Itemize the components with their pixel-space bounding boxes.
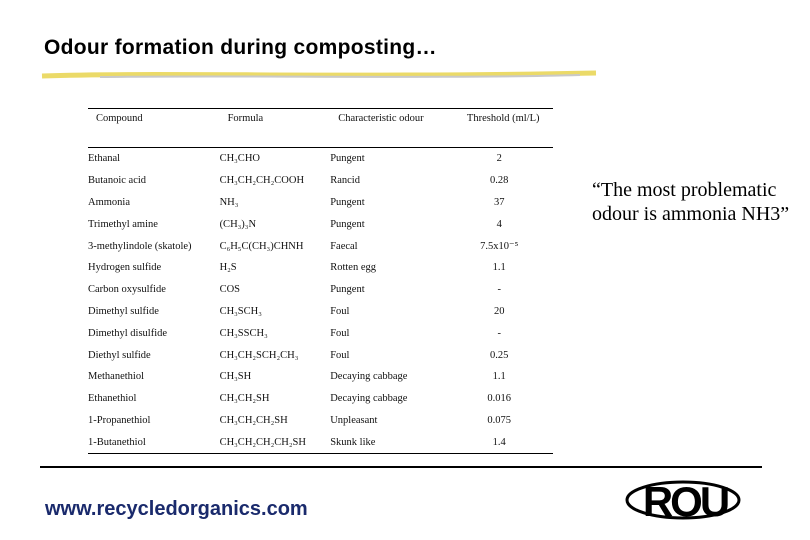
table-cell: -: [497, 327, 501, 339]
header-row: Compound Formula Characteristic odour Thres…: [88, 108, 553, 148]
table-row: 3-methylindole (skatole) C₆H₅C(CH₃)CHNH Fa…: [88, 235, 553, 257]
website-url: www.recycledorganics.com: [45, 498, 308, 520]
table-cell: Pungent: [330, 153, 365, 165]
table-cell: Rancid: [330, 175, 360, 187]
table-row: 1-Butanethiol CH₃CH₂CH₂CH₂SH Skunk like 1.4: [88, 431, 553, 455]
table-cell: Ethanethiol: [88, 393, 137, 405]
table-row: Methanethiol CH₃SH Decaying cabbage 1.1: [88, 366, 553, 388]
table-cell: Ethanal: [88, 153, 121, 165]
table-cell: Skunk like: [330, 431, 450, 455]
table-cell: CH₃CH₂SH: [219, 393, 270, 405]
column-header: Compound: [88, 108, 220, 148]
table-cell: CH₃SSCH₃: [219, 327, 268, 339]
table-cell: Carbon oxysulfide: [88, 284, 166, 296]
table-row: Ethanal CH₃CHO Pungent 2: [88, 148, 553, 170]
table-cell: Unpleasant: [330, 414, 378, 426]
table-cell: CH₃SCH₃: [219, 305, 262, 317]
table-row: Dimethyl sulfide CH₃SCH₃ Foul 20: [88, 301, 553, 323]
table-row: Trimethyl amine (CH₃)₃N Pungent 4: [88, 213, 553, 235]
logo-text: ROU: [643, 478, 728, 524]
table-cell: 1.1: [492, 262, 506, 274]
table-cell: Faecal: [330, 240, 358, 252]
table-cell: Butanoic acid: [88, 175, 147, 187]
table-cell: CH₃CHO: [219, 153, 260, 165]
table-row: 1-Propanethiol CH₃CH₂CH₂SH Unpleasant 0.075: [88, 410, 553, 432]
table-cell: 4: [496, 218, 502, 230]
table-cell: COS: [219, 284, 240, 296]
table-cell: 3-methylindole (skatole): [88, 240, 192, 252]
table-cell: 1.1: [492, 371, 506, 383]
table-cell: Pungent: [330, 196, 365, 208]
footer-rule: [40, 466, 762, 468]
table-cell: CH₃CH₂CH₂COOH: [219, 175, 305, 187]
table-cell: Trimethyl amine: [88, 218, 158, 230]
table-cell: Dimethyl sulfide: [88, 305, 159, 317]
column-header: Formula: [219, 108, 331, 148]
column-header: Characteristic odour: [330, 108, 450, 148]
logo: ROU: [625, 478, 741, 524]
table-cell: Foul: [330, 349, 350, 361]
table-cell: CH₃SH: [219, 371, 252, 383]
table-cell: CH₃CH₂CH₂SH: [219, 414, 288, 426]
table-cell: 20: [493, 305, 505, 317]
table-cell: Diethyl sulfide: [88, 349, 151, 361]
table-cell: Foul: [330, 327, 350, 339]
table-row: Diethyl sulfide CH₃CH₂SCH₂CH₃ Foul 0.25: [88, 344, 553, 366]
column-header: Threshold (ml/L): [449, 108, 553, 148]
table-row: Ethanethiol CH₃CH₂SH Decaying cabbage 0.016: [88, 388, 553, 410]
table-cell: C₆H₅C(CH₃)CHNH: [219, 240, 304, 252]
table-cell: Rotten egg: [330, 262, 376, 274]
table-cell: 1-Butanethiol: [88, 431, 220, 455]
table-row: Ammonia NH₃ Pungent 37: [88, 192, 553, 214]
table-cell: NH₃: [219, 196, 239, 208]
table-cell: 0.016: [487, 393, 512, 405]
table-cell: Ammonia: [88, 196, 130, 208]
slide-title: Odour formation during composting…: [44, 36, 437, 59]
table-cell: Pungent: [330, 284, 365, 296]
table-cell: 1.4: [449, 431, 553, 455]
table-row: Hydrogen sulfide H₂S Rotten egg 1.1: [88, 257, 553, 279]
table-cell: Decaying cabbage: [330, 393, 408, 405]
table-cell: 37: [493, 196, 505, 208]
table-cell: 0.25: [490, 349, 509, 361]
table-cell: H₂S: [219, 262, 237, 274]
quote: “The most problematic odour is ammonia N…: [592, 179, 790, 225]
table-cell: Dimethyl disulfide: [88, 327, 168, 339]
table-cell: 1-Propanethiol: [88, 414, 151, 426]
table-cell: Hydrogen sulfide: [88, 262, 162, 274]
table-cell: (CH₃)₃N: [219, 218, 257, 230]
table-cell: 0.075: [487, 414, 512, 426]
table-cell: Foul: [330, 305, 350, 317]
odour-table: Compound Formula Characteristic odour Thres…: [88, 108, 553, 455]
table-cell: Decaying cabbage: [330, 371, 408, 383]
table-cell: CH₃CH₂CH₂CH₂SH: [219, 431, 331, 455]
table-cell: Methanethiol: [88, 371, 144, 383]
table-cell: -: [497, 284, 501, 296]
table-cell: CH₃CH₂SCH₂CH₃: [219, 349, 299, 361]
table-cell: 0.28: [490, 175, 509, 187]
table-cell: 2: [496, 153, 502, 165]
title-underline: [41, 70, 597, 79]
table-row: Dimethyl disulfide CH₃SSCH₃ Foul -: [88, 322, 553, 344]
table-row: Butanoic acid CH₃CH₂CH₂COOH Rancid 0.28: [88, 170, 553, 192]
table-cell: 7.5x10⁻⁵: [480, 241, 519, 253]
table-row: Carbon oxysulfide COS Pungent -: [88, 279, 553, 301]
table-cell: Pungent: [330, 218, 365, 230]
